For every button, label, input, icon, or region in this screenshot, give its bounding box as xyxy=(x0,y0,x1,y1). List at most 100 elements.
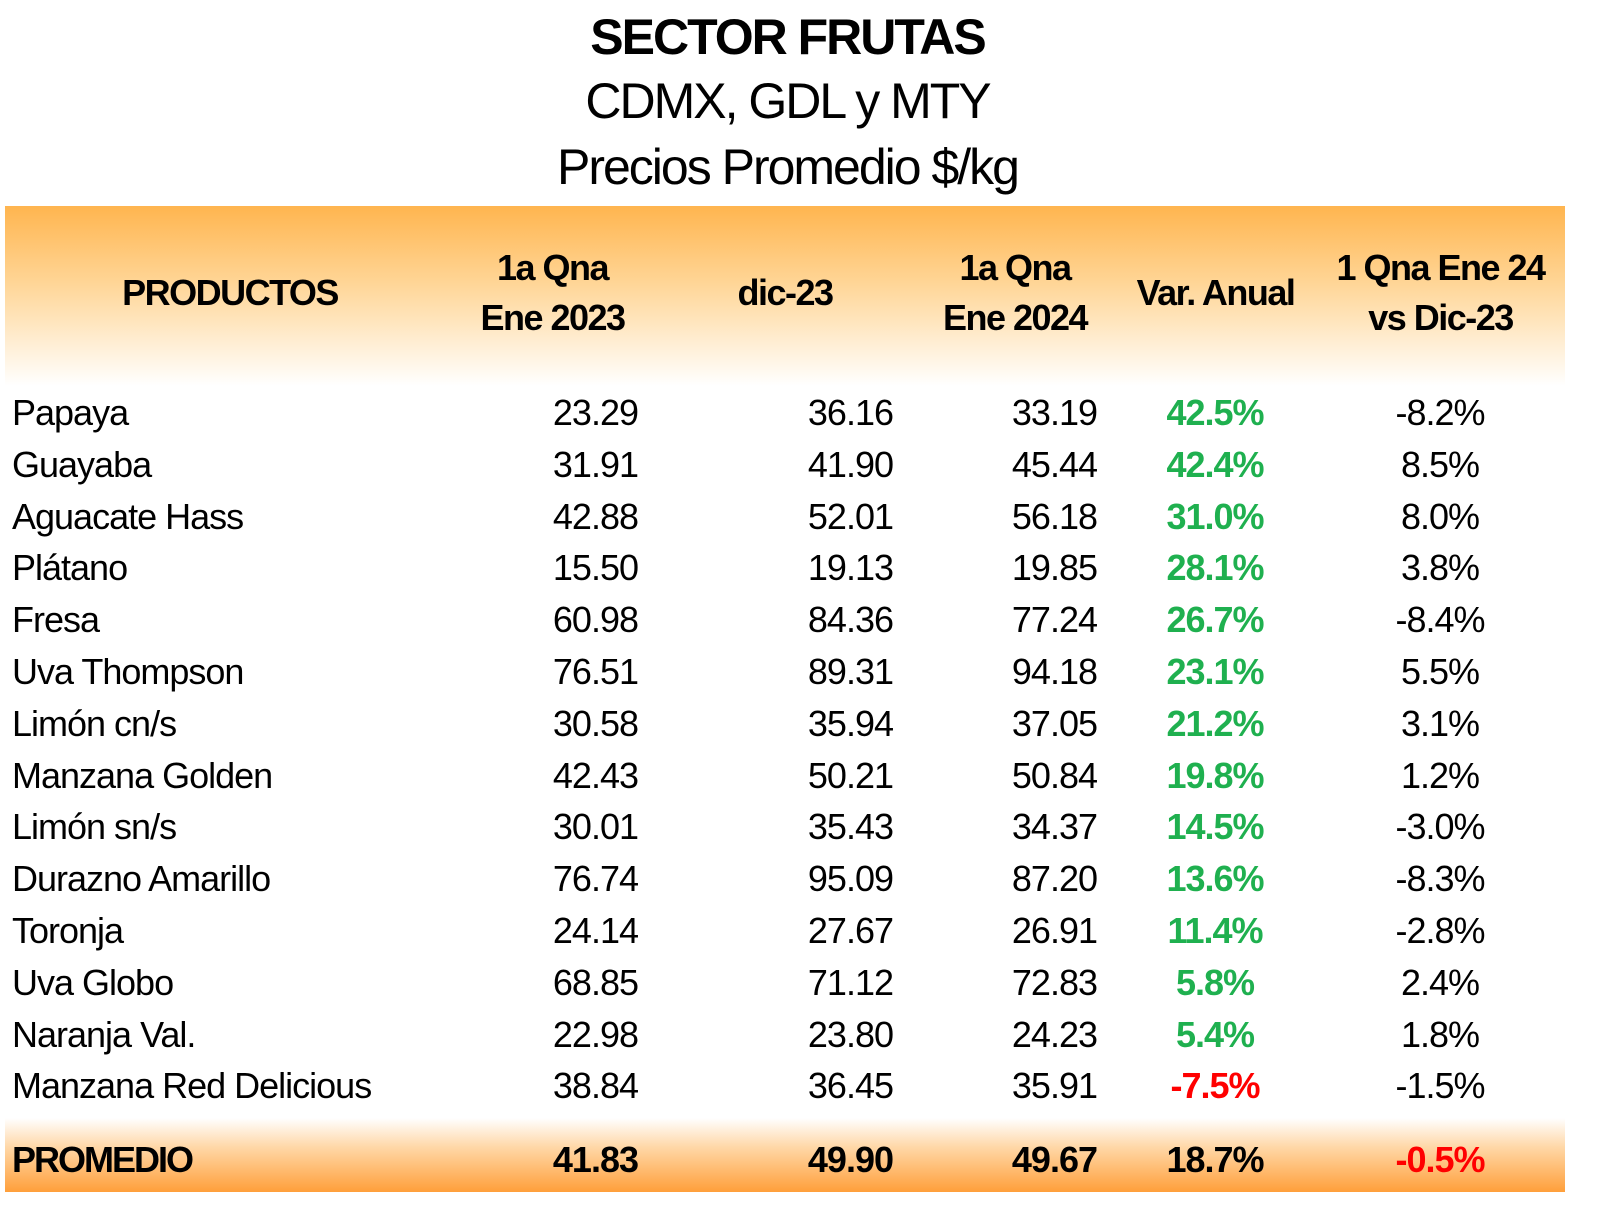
cell-ene23: 30.58 xyxy=(552,702,639,744)
average-row: PROMEDIO 41.83 49.90 49.67 18.7% -0.5% xyxy=(0,1134,1600,1186)
cell-ene23: 38.84 xyxy=(552,1065,639,1107)
cell-var-mensual: -3.0% xyxy=(1395,806,1485,848)
cell-ene23: 42.88 xyxy=(552,495,639,537)
table-row: Naranja Val. 22.98 23.80 24.23 5.4% 1.8% xyxy=(0,1009,1600,1061)
cell-ene24: 50.84 xyxy=(1011,754,1098,796)
table-row: Uva Globo 68.85 71.12 72.83 5.8% 2.4% xyxy=(0,957,1600,1009)
page-title: SECTOR FRUTAS xyxy=(590,9,986,65)
cell-var-mensual: -8.4% xyxy=(1395,599,1485,641)
cell-var-mensual: -1.5% xyxy=(1395,1065,1485,1107)
cell-product: Fresa xyxy=(12,599,100,641)
cell-var-anual: 28.1% xyxy=(1166,547,1264,589)
header-ene-2024: 1a Qna Ene 2024 xyxy=(910,243,1120,343)
cell-ene24: 19.85 xyxy=(1011,547,1098,589)
cell-ene24: 49.67 xyxy=(1011,1139,1098,1180)
cell-var-mensual: 3.8% xyxy=(1400,547,1480,589)
cell-dic23: 19.13 xyxy=(807,547,894,589)
cell-ene23: 60.98 xyxy=(552,599,639,641)
cell-ene23: 41.83 xyxy=(552,1139,639,1180)
cell-ene24: 87.20 xyxy=(1011,858,1098,900)
cell-dic23: 95.09 xyxy=(807,858,894,900)
cell-product: Manzana Golden xyxy=(12,754,273,796)
table-row: Toronja 24.14 27.67 26.91 11.4% -2.8% xyxy=(0,905,1600,957)
cell-dic23: 36.16 xyxy=(807,392,894,433)
cell-var-anual: 13.6% xyxy=(1166,858,1264,900)
cell-ene24: 33.19 xyxy=(1011,392,1098,433)
header-line: 1a Qna xyxy=(496,247,610,288)
table-row: Guayaba 31.91 41.90 45.44 42.4% 8.5% xyxy=(0,439,1600,491)
header-var-mensual: 1 Qna Ene 24 vs Dic-23 xyxy=(1318,243,1563,343)
cell-ene23: 22.98 xyxy=(552,1013,639,1055)
cell-var-anual: 11.4% xyxy=(1167,910,1263,951)
table-row: Papaya 23.29 36.16 33.19 42.5% -8.2% xyxy=(0,387,1600,439)
cell-dic23: 36.45 xyxy=(807,1065,894,1107)
cell-ene23: 23.29 xyxy=(552,392,639,433)
cell-dic23: 49.90 xyxy=(807,1139,894,1180)
cell-ene23: 76.74 xyxy=(552,858,639,900)
cell-var-anual: 42.4% xyxy=(1166,443,1264,485)
page-subtitle-units: Precios Promedio $/kg xyxy=(556,139,1020,195)
cell-product: Papaya xyxy=(12,392,129,433)
cell-product: Plátano xyxy=(12,547,128,589)
cell-product: Aguacate Hass xyxy=(12,495,244,537)
cell-var-mensual: -0.5% xyxy=(1395,1139,1485,1180)
header-products: PRODUCTOS xyxy=(122,272,339,313)
header-ene-2023: 1a Qna Ene 2023 xyxy=(440,243,665,343)
cell-ene24: 24.23 xyxy=(1011,1013,1098,1055)
cell-var-anual: 26.7% xyxy=(1166,599,1264,641)
cell-var-mensual: 8.5% xyxy=(1400,443,1480,485)
cell-var-mensual: 8.0% xyxy=(1400,495,1480,537)
table-row: Plátano 15.50 19.13 19.85 28.1% 3.8% xyxy=(0,542,1600,594)
cell-product: Toronja xyxy=(12,910,124,951)
cell-dic23: 84.36 xyxy=(807,599,894,641)
cell-var-mensual: 1.8% xyxy=(1400,1013,1480,1055)
cell-var-mensual: 1.2% xyxy=(1400,754,1480,796)
cell-var-anual: 5.4% xyxy=(1175,1013,1255,1055)
cell-var-anual: 5.8% xyxy=(1175,961,1255,1003)
average-band xyxy=(5,1118,1565,1192)
cell-product: Uva Thompson xyxy=(12,651,244,692)
cell-var-mensual: 3.1% xyxy=(1400,702,1480,744)
cell-var-anual: 19.8% xyxy=(1166,754,1264,796)
cell-ene23: 30.01 xyxy=(552,806,639,848)
cell-ene24: 26.91 xyxy=(1011,910,1098,951)
table-row: Fresa 60.98 84.36 77.24 26.7% -8.4% xyxy=(0,594,1600,646)
cell-ene24: 94.18 xyxy=(1011,651,1098,692)
table-row: Uva Thompson 76.51 89.31 94.18 23.1% 5.5% xyxy=(0,646,1600,698)
cell-ene23: 31.91 xyxy=(552,443,639,485)
cell-product: Manzana Red Delicious xyxy=(12,1065,372,1107)
cell-ene24: 56.18 xyxy=(1011,495,1098,537)
cell-var-anual: 31.0% xyxy=(1166,495,1264,537)
cell-dic23: 35.94 xyxy=(807,702,894,744)
header-line: 1a Qna xyxy=(959,247,1072,288)
cell-ene23: 68.85 xyxy=(552,961,639,1003)
cell-ene24: 34.37 xyxy=(1011,806,1098,848)
cell-var-anual: 18.7% xyxy=(1166,1139,1264,1180)
cell-ene23: 76.51 xyxy=(552,651,639,692)
cell-ene23: 24.14 xyxy=(552,910,639,951)
table-row: Aguacate Hass 42.88 52.01 56.18 31.0% 8.0% xyxy=(0,491,1600,543)
cell-var-mensual: 2.4% xyxy=(1400,961,1480,1003)
cell-dic23: 23.80 xyxy=(807,1013,894,1055)
header-line: Ene 2023 xyxy=(480,297,626,338)
header-var-anual: Var. Anual xyxy=(1136,272,1296,313)
cell-var-mensual: 5.5% xyxy=(1400,651,1480,692)
cell-ene23: 15.50 xyxy=(552,547,639,589)
cell-dic23: 89.31 xyxy=(807,651,894,692)
cell-dic23: 52.01 xyxy=(807,495,894,537)
cell-product: Naranja Val. xyxy=(12,1013,196,1055)
cell-dic23: 35.43 xyxy=(807,806,894,848)
cell-ene24: 77.24 xyxy=(1011,599,1098,641)
cell-ene24: 72.83 xyxy=(1011,961,1098,1003)
header-dic-23: dic-23 xyxy=(737,272,834,313)
cell-dic23: 50.21 xyxy=(807,754,894,796)
cell-product: Durazno Amarillo xyxy=(12,858,271,900)
cell-product: Uva Globo xyxy=(12,961,174,1003)
cell-var-anual: 21.2% xyxy=(1166,702,1264,744)
page-subtitle: CDMX, GDL y MTY xyxy=(585,73,991,129)
table-row: Durazno Amarillo 76.74 95.09 87.20 13.6% -8.3… xyxy=(0,853,1600,905)
table-row: Manzana Golden 42.43 50.21 50.84 19.8% 1.2% xyxy=(0,750,1600,802)
cell-dic23: 71.12 xyxy=(807,961,894,1003)
cell-dic23: 41.90 xyxy=(807,443,894,485)
cell-ene23: 42.43 xyxy=(552,754,639,796)
